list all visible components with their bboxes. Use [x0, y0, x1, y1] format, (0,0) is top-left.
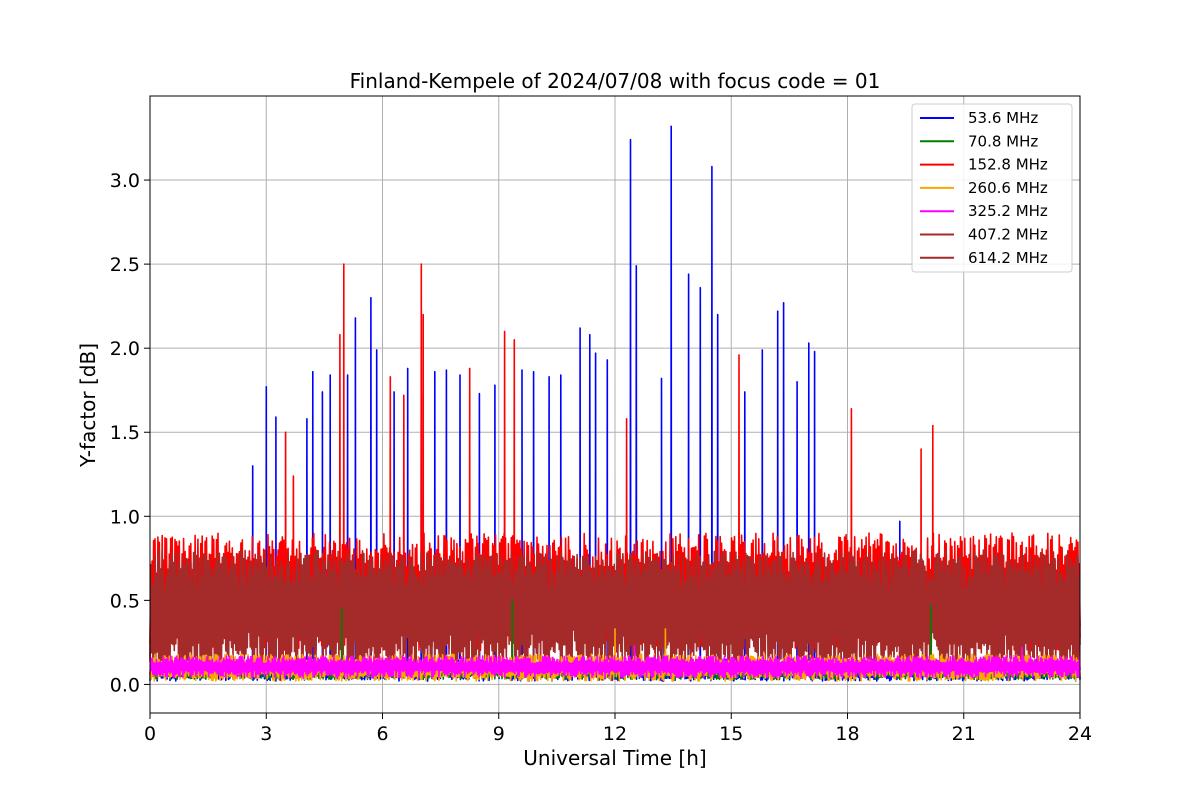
x-tick-label: 9 [493, 723, 505, 745]
x-tick-label: 18 [835, 723, 859, 745]
y-tick-label: 2.5 [110, 254, 140, 276]
x-tick-label: 15 [719, 723, 743, 745]
legend-label: 70.8 MHz [968, 132, 1038, 150]
x-tick-label: 24 [1068, 723, 1092, 745]
legend-box [911, 103, 1073, 273]
legend-label: 53.6 MHz [968, 109, 1038, 127]
y-axis-title: Y-factor [dB] [76, 343, 100, 468]
legend-label: 325.2 MHz [968, 202, 1048, 220]
x-tick-label: 6 [376, 723, 388, 745]
legend-label: 260.6 MHz [968, 179, 1048, 197]
y-tick-label: 0.0 [110, 674, 140, 696]
y-tick-label: 2.0 [110, 338, 140, 360]
x-tick-label: 3 [260, 723, 272, 745]
legend-label: 152.8 MHz [968, 156, 1048, 174]
x-axis-title: Universal Time [h] [523, 746, 706, 770]
x-tick-label: 12 [603, 723, 627, 745]
series-line-325-2-mhz [149, 645, 1081, 679]
chart-title: Finland-Kempele of 2024/07/08 with focus… [350, 69, 881, 93]
legend-label: 614.2 MHz [968, 249, 1048, 267]
y-tick-label: 1.5 [110, 422, 140, 444]
plot-series [149, 125, 1081, 682]
x-tick-label: 0 [144, 723, 156, 745]
x-tick-label: 21 [952, 723, 976, 745]
legend-label: 407.2 MHz [968, 226, 1048, 244]
y-tick-label: 3.0 [110, 170, 140, 192]
axis-ticks: 0 3 6 9 12 15 18 21 24 0.0 0.5 1.0 1.5 2.0 2.5 3.0 [110, 170, 1092, 745]
y-tick-label: 1.0 [110, 506, 140, 528]
y-tick-label: 0.5 [110, 590, 140, 612]
legend: 53.6 MHz 70.8 MHz 152.8 MHz 260.6 MHz 325.2… [911, 103, 1073, 273]
